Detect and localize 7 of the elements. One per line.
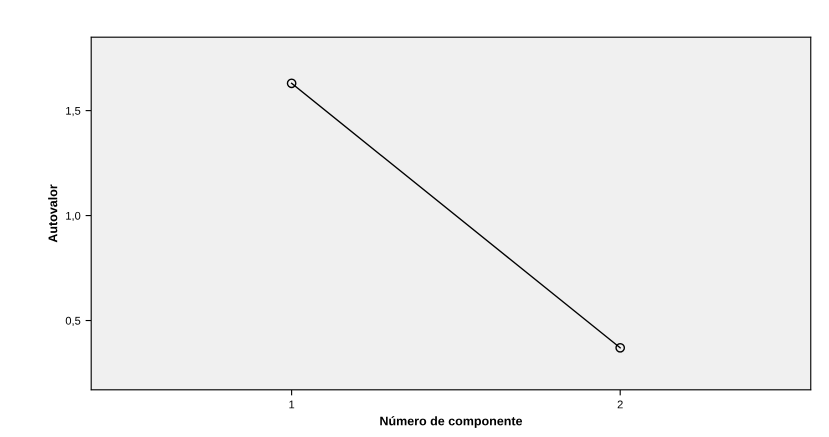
x-axis-title: Número de componente: [380, 416, 522, 428]
y-tick-label: 1,0: [66, 212, 80, 222]
x-tick-label: 1: [289, 400, 294, 408]
y-tick-label: 0,5: [66, 316, 80, 326]
y-axis-title: Autovalor: [48, 184, 58, 242]
y-tick-label: 1,5: [66, 107, 80, 116]
x-tick-label: 2: [618, 400, 623, 408]
